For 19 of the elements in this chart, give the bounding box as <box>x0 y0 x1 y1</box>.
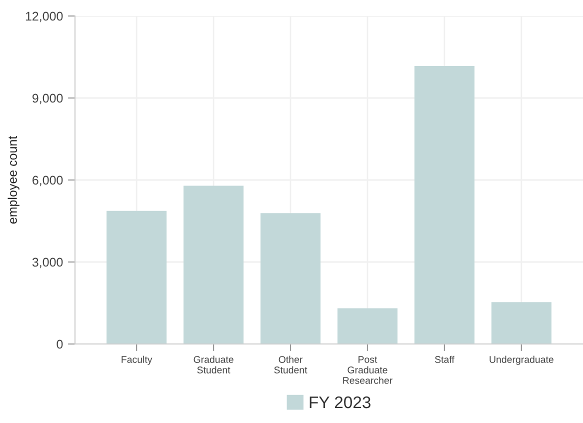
y-tick-label: 3,000 <box>32 258 63 268</box>
bar <box>106 210 167 344</box>
bar <box>260 213 321 344</box>
legend-label: FY 2023 <box>310 396 370 408</box>
x-tick-label: Graduate Student <box>194 356 234 374</box>
bar <box>337 308 398 344</box>
bar <box>184 186 244 344</box>
y-tick-label: 12,000 <box>26 12 63 22</box>
x-tick-label: Post Graduate Researcher <box>343 356 392 384</box>
y-tick-label: 0 <box>56 340 63 349</box>
x-tick-label: Staff <box>434 356 454 363</box>
x-tick-label: Faculty <box>122 356 152 365</box>
y-axis-title: employee count <box>8 136 20 224</box>
bar <box>491 302 552 344</box>
x-tick-label: Other Student <box>274 356 308 374</box>
y-tick-label: 6,000 <box>32 176 63 186</box>
y-tick-label: 9,000 <box>32 94 63 104</box>
x-tick-label: Undergraduate <box>490 356 554 365</box>
bar <box>414 66 474 344</box>
